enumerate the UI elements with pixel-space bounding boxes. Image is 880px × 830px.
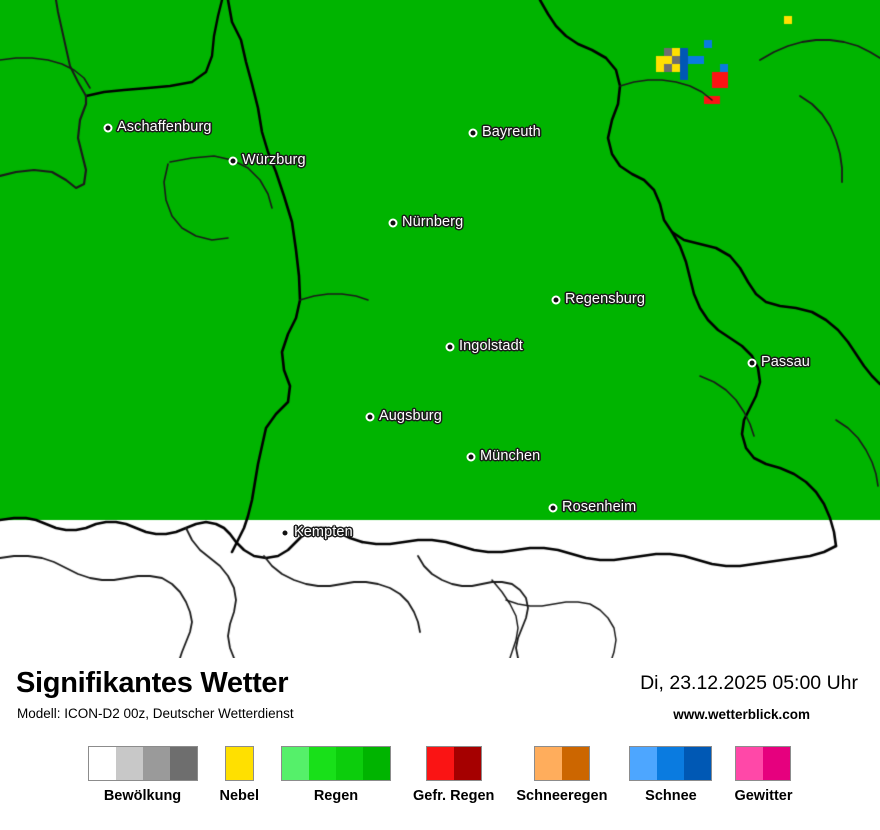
legend-label: Schnee [645, 788, 697, 804]
title-row: Signifikantes Wetter Modell: ICON-D2 00z… [0, 658, 880, 726]
legend: Bewölkung Nebel Regen Gefr. Regen Schneerege… [0, 746, 880, 826]
city-dot-icon [280, 528, 290, 538]
city-label: Würzburg [242, 152, 306, 168]
legend-label: Regen [313, 788, 359, 804]
valid-datetime: Di, 23.12.2025 05:00 Uhr [640, 672, 858, 694]
legend-swatch [87, 746, 198, 781]
weather-map[interactable]: Aschaffenburg Würzburg Bayreuth Nürnberg Reg… [0, 0, 880, 658]
city-dot-icon [445, 342, 455, 352]
city-dot-icon [228, 156, 238, 166]
legend-item-bew-lkung: Bewölkung [87, 746, 198, 804]
legend-color-chip [657, 747, 685, 780]
legend-color-chip [169, 747, 197, 780]
legend-color-chip [309, 747, 336, 780]
legend-color-chip [453, 747, 481, 780]
legend-color-chip [534, 747, 562, 780]
legend-color-chip [115, 747, 143, 780]
city-label: Augsburg [379, 408, 442, 424]
legend-color-chip [763, 747, 791, 780]
legend-item-gefr-regen: Gefr. Regen [413, 746, 494, 804]
legend-color-chip [684, 747, 712, 780]
city-dot-icon [388, 218, 398, 228]
website-label: www.wetterblick.com [673, 707, 810, 722]
legend-label: Schneeregen [516, 788, 608, 804]
legend-swatch [533, 746, 590, 781]
legend-swatch [629, 746, 713, 781]
city-dot-icon [548, 503, 558, 513]
legend-swatch [281, 746, 391, 781]
legend-color-chip [736, 747, 764, 780]
legend-label: Bewölkung [103, 788, 182, 804]
city-label: München [480, 448, 541, 464]
legend-color-chip [561, 747, 589, 780]
city-label: Rosenheim [562, 499, 637, 515]
city-label: Ingolstadt [459, 338, 523, 354]
city-label: Passau [761, 354, 810, 370]
legend-swatch [425, 746, 482, 781]
legend-color-chip [88, 747, 116, 780]
legend-color-chip [630, 747, 658, 780]
legend-item-gewitter: Gewitter [734, 746, 792, 804]
legend-color-chip [282, 747, 309, 780]
legend-item-regen: Regen [281, 746, 391, 804]
city-dot-icon [466, 452, 476, 462]
legend-swatch [224, 746, 254, 781]
city-label: Kempten [294, 524, 353, 540]
legend-color-chip [426, 747, 454, 780]
legend-label: Nebel [219, 788, 260, 804]
city-dot-icon [468, 128, 478, 138]
legend-label: Gewitter [734, 788, 793, 804]
model-subtitle: Modell: ICON-D2 00z, Deutscher Wetterdie… [17, 706, 294, 721]
legend-item-schnee: Schnee [629, 746, 713, 804]
legend-color-chip [363, 747, 390, 780]
legend-item-schneeregen: Schneeregen [516, 746, 607, 804]
city-label: Bayreuth [482, 124, 541, 140]
city-label: Nürnberg [402, 214, 464, 230]
legend-color-chip [336, 747, 363, 780]
city-dot-icon [365, 412, 375, 422]
footer-panel: Signifikantes Wetter Modell: ICON-D2 00z… [0, 658, 880, 830]
legend-color-chip [225, 747, 253, 780]
legend-color-chip [142, 747, 170, 780]
legend-swatch [735, 746, 792, 781]
city-label: Aschaffenburg [117, 119, 212, 135]
legend-label: Gefr. Regen [413, 788, 495, 804]
city-dot-icon [747, 358, 757, 368]
page-title: Signifikantes Wetter [16, 667, 289, 699]
city-dot-icon [551, 295, 561, 305]
city-dot-icon [103, 123, 113, 133]
legend-item-nebel: Nebel [219, 746, 260, 804]
country-borders-layer [0, 0, 880, 658]
city-label: Regensburg [565, 291, 645, 307]
